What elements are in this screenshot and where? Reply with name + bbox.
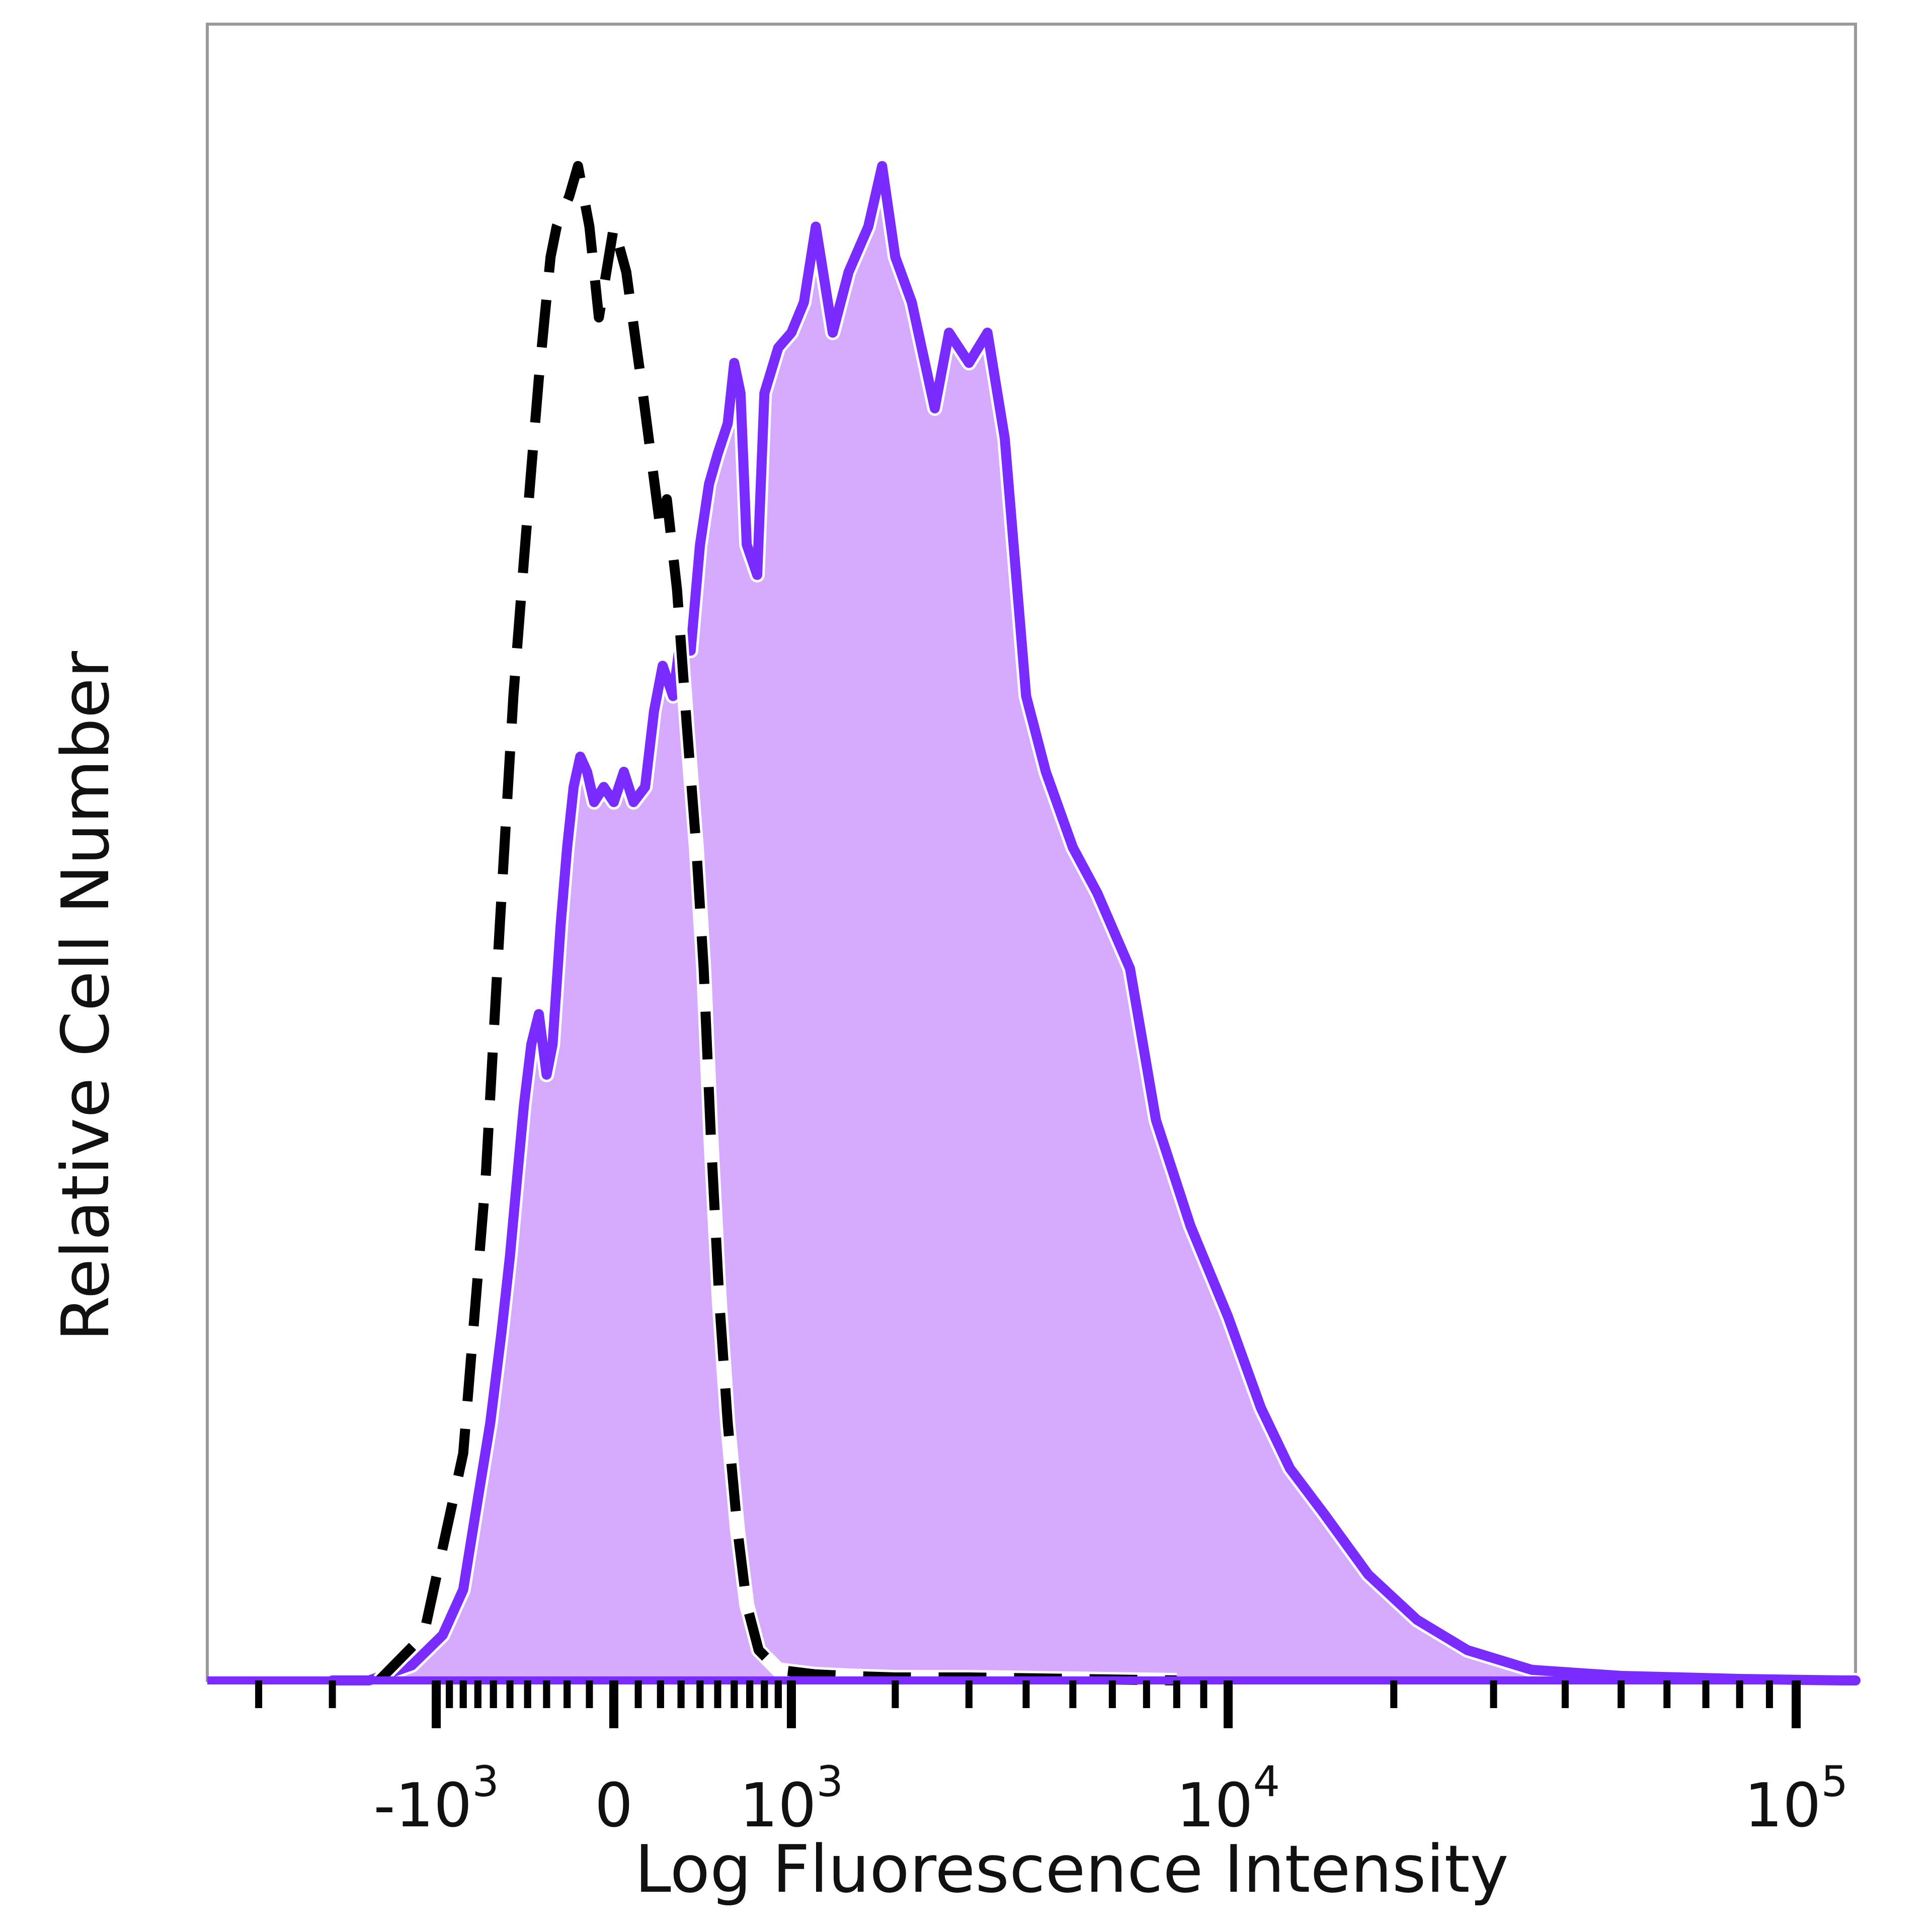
control-histogram-line: [375, 161, 1177, 1685]
x-tick-label: 104: [1176, 1757, 1280, 1841]
stained-histogram-line: [327, 161, 1861, 1685]
y-axis-title: Relative Cell Number: [47, 651, 124, 1341]
x-tick-label: 0: [595, 1771, 633, 1841]
plot-area: [206, 23, 1863, 1688]
x-tick-label: 103: [740, 1757, 843, 1841]
x-axis: -103 0 103 104 105: [207, 1676, 1856, 1841]
x-axis-title: Log Fluorescence Intensity: [634, 1831, 1508, 1907]
x-tick-label: 105: [1744, 1757, 1848, 1841]
x-tick-label: -103: [373, 1757, 499, 1841]
